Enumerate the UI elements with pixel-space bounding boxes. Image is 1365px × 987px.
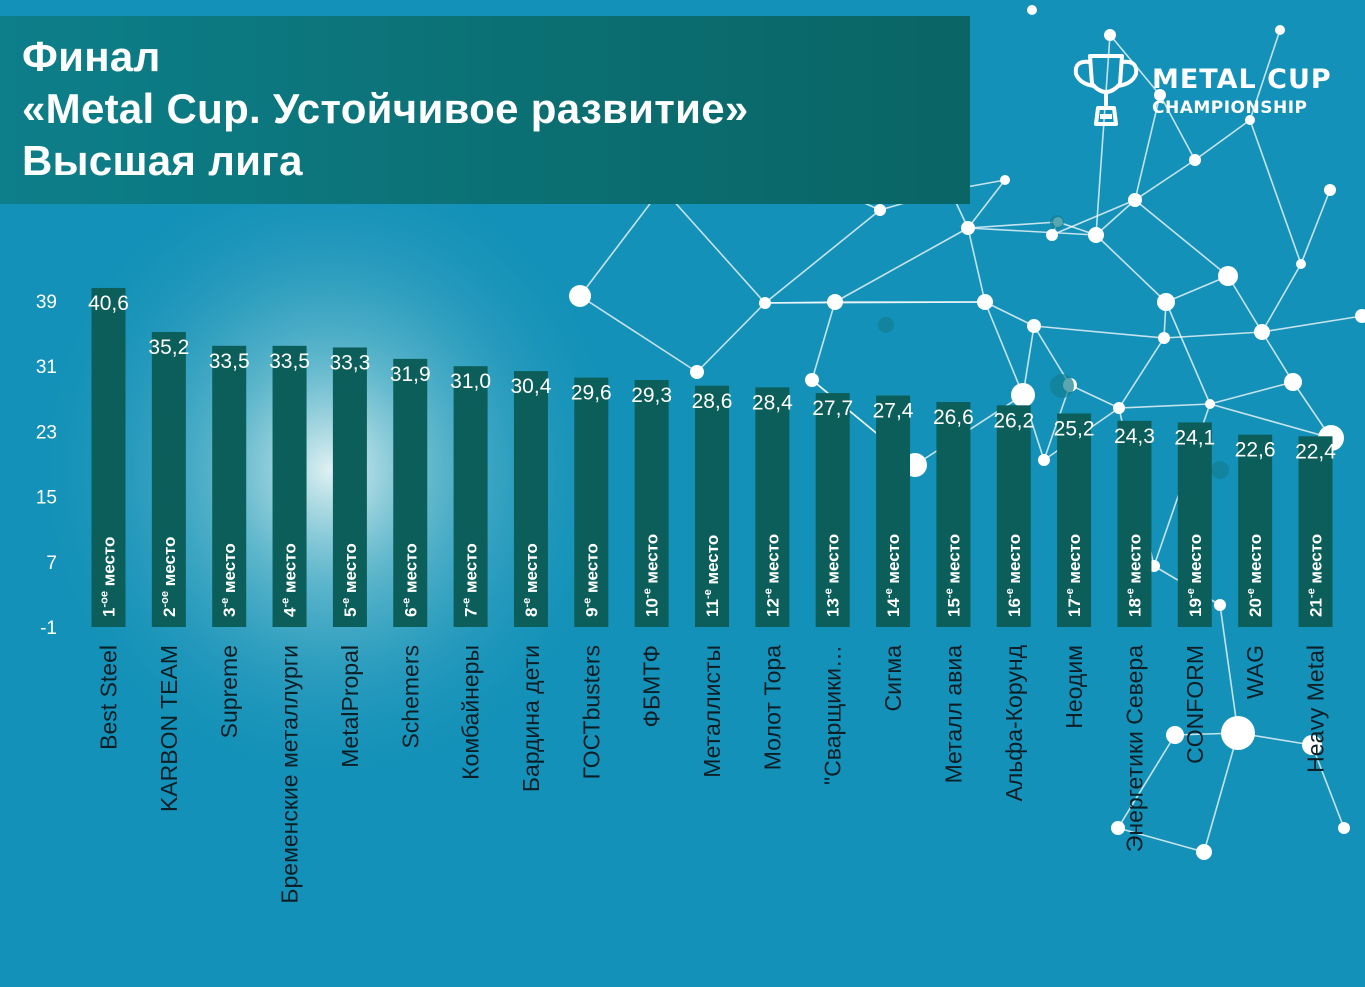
bar bbox=[272, 345, 307, 627]
y-tick-label: 7 bbox=[46, 553, 57, 574]
category-label: Heavy Metal bbox=[1303, 645, 1329, 773]
place-label: 11-е место bbox=[702, 535, 722, 617]
place-label: 8-е место bbox=[521, 543, 541, 617]
bar bbox=[1238, 434, 1273, 627]
place-label: 12-е место bbox=[762, 534, 782, 617]
place-label: 7-е место bbox=[461, 543, 481, 617]
value-label: 33,3 bbox=[329, 351, 370, 374]
category-label: Сигма bbox=[880, 645, 906, 712]
value-label: 25,2 bbox=[1054, 417, 1095, 440]
value-label: 28,6 bbox=[692, 390, 733, 413]
category-label: Металлисты bbox=[699, 645, 725, 778]
place-label: 1-ое место bbox=[99, 537, 119, 617]
place-label: 10-е место bbox=[642, 534, 662, 617]
value-label: 24,1 bbox=[1174, 426, 1215, 449]
place-label: 19-е место bbox=[1185, 534, 1205, 617]
value-label: 29,3 bbox=[631, 384, 672, 407]
value-label: 30,4 bbox=[511, 375, 552, 398]
place-label: 3-е место bbox=[219, 543, 239, 617]
category-label: CONFORM bbox=[1182, 645, 1208, 764]
bar bbox=[1117, 420, 1152, 627]
bar bbox=[936, 402, 971, 627]
bar bbox=[453, 366, 488, 627]
value-label: 22,4 bbox=[1295, 440, 1336, 463]
place-label: 15-е место bbox=[943, 534, 963, 617]
category-label: Молот Тора bbox=[759, 645, 785, 770]
category-label: WAG bbox=[1242, 645, 1268, 699]
category-label: Неодим bbox=[1061, 645, 1087, 729]
place-label: 17-е место bbox=[1064, 534, 1084, 617]
category-label: "Сварщики… bbox=[820, 645, 846, 785]
title-line-3: Высшая лига bbox=[22, 137, 303, 184]
metal-cup-logo: METAL CUP CHAMPIONSHIP bbox=[1068, 48, 1331, 138]
bar bbox=[1057, 413, 1092, 627]
bar bbox=[393, 358, 428, 627]
y-tick-label: 31 bbox=[36, 357, 57, 378]
category-label: MetalPropal bbox=[337, 645, 363, 768]
place-label: 13-е место bbox=[823, 534, 843, 617]
value-label: 40,6 bbox=[88, 292, 129, 315]
value-label: 33,5 bbox=[209, 350, 250, 373]
bar bbox=[996, 405, 1031, 627]
bar bbox=[1298, 436, 1333, 627]
logo-line-2: CHAMPIONSHIP bbox=[1152, 98, 1308, 118]
category-label: Бременские металлурги bbox=[277, 645, 303, 904]
category-label: Энергетики Севера bbox=[1121, 645, 1147, 852]
title-banner: Финал «Metal Cup. Устойчивое развитие» В… bbox=[0, 16, 970, 204]
category-label: ГОСТbusters bbox=[578, 645, 604, 779]
bar bbox=[513, 371, 548, 627]
category-label: Бардина дети bbox=[518, 645, 544, 792]
bar bbox=[876, 395, 911, 627]
bar bbox=[332, 347, 367, 627]
category-label: Металл авиа bbox=[940, 645, 966, 784]
place-label: 2-ое место bbox=[159, 537, 179, 617]
category-label: Комбайнеры bbox=[458, 645, 484, 780]
category-label: KARBON TEAM bbox=[156, 645, 182, 812]
y-tick-label: 39 bbox=[36, 292, 57, 313]
value-label: 35,2 bbox=[148, 336, 189, 359]
place-label: 4-е место bbox=[280, 543, 300, 617]
value-label: 31,9 bbox=[390, 363, 431, 386]
y-tick-label: 23 bbox=[36, 422, 57, 443]
bar bbox=[574, 377, 609, 627]
value-label: 26,6 bbox=[933, 406, 974, 429]
value-label: 29,6 bbox=[571, 382, 612, 405]
place-label: 18-е место bbox=[1124, 534, 1144, 617]
place-label: 9-е место bbox=[581, 543, 601, 617]
bar bbox=[815, 393, 850, 627]
y-tick-label: -1 bbox=[40, 618, 57, 639]
value-label: 31,0 bbox=[450, 370, 491, 393]
place-label: 6-е место bbox=[400, 543, 420, 617]
value-label: 28,4 bbox=[752, 391, 793, 414]
place-label: 14-е место bbox=[883, 534, 903, 617]
trophy-icon bbox=[1073, 54, 1139, 126]
category-label: Best Steel bbox=[96, 645, 122, 750]
title-line-1: Финал bbox=[22, 33, 161, 80]
value-label: 27,4 bbox=[873, 400, 914, 423]
logo-line-1: METAL CUP bbox=[1152, 64, 1332, 95]
bar bbox=[212, 345, 247, 627]
bar bbox=[151, 331, 186, 627]
category-label: Альфа-Корунд bbox=[1001, 644, 1027, 801]
place-label: 21-е место bbox=[1306, 534, 1326, 617]
bar bbox=[695, 385, 729, 627]
y-tick-label: 15 bbox=[36, 488, 57, 509]
value-label: 27,7 bbox=[812, 397, 853, 420]
bar bbox=[91, 287, 126, 627]
value-label: 22,6 bbox=[1235, 439, 1276, 462]
title-line-2: «Metal Cup. Устойчивое развитие» bbox=[22, 85, 749, 132]
bar bbox=[1177, 422, 1212, 627]
category-label: ФБМТФ bbox=[639, 645, 665, 728]
category-label: Schemers bbox=[397, 645, 423, 749]
bar bbox=[634, 380, 669, 627]
bar bbox=[755, 387, 790, 627]
value-label: 26,2 bbox=[993, 409, 1034, 432]
place-label: 16-е место bbox=[1004, 534, 1024, 617]
place-label: 20-е место bbox=[1245, 534, 1265, 617]
category-label: Supreme bbox=[216, 645, 242, 738]
value-label: 24,3 bbox=[1114, 425, 1155, 448]
place-label: 5-е место bbox=[340, 543, 360, 617]
value-label: 33,5 bbox=[269, 350, 310, 373]
